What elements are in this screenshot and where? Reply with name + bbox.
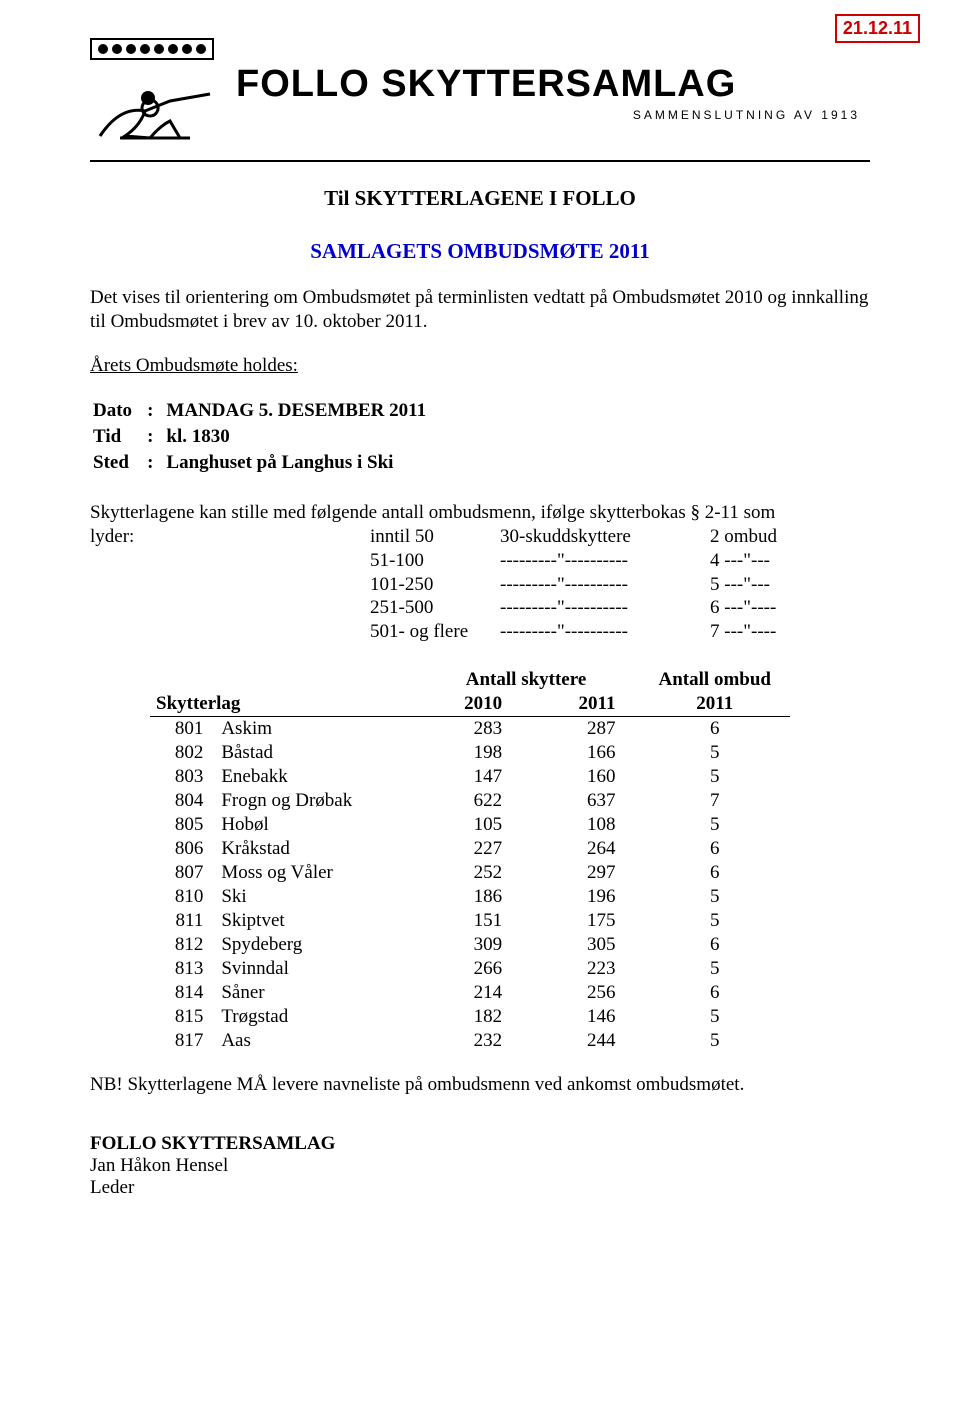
shooter-icon — [90, 66, 220, 146]
letterhead: FOLLO SKYTTERSAMLAG SAMMENSLUTNING AV 19… — [90, 38, 870, 162]
th-skytterlag: Skytterlag — [150, 692, 413, 717]
table-row: 815Trøgstad1821465 — [150, 1005, 790, 1029]
range-row: 251-500---------"----------6 ---"---- — [90, 596, 870, 620]
range-row: 101-250---------"----------5 ---"--- — [90, 573, 870, 597]
intro-paragraph: Det vises til orientering om Ombudsmøtet… — [90, 286, 870, 334]
table-row: 802Båstad1981665 — [150, 741, 790, 765]
dato-label: Dato — [93, 400, 132, 421]
table-row: 803Enebakk1471605 — [150, 765, 790, 789]
table-row: 811Skiptvet1511755 — [150, 909, 790, 933]
table-row: 801Askim2832876 — [150, 716, 790, 741]
skytterlag-table: Antall skyttere Antall ombud Skytterlag … — [150, 668, 790, 1053]
footer-name: Jan Håkon Hensel — [90, 1155, 870, 1177]
table-row: 812Spydeberg3093056 — [150, 933, 790, 957]
th-antall-ombud: Antall ombud — [640, 668, 791, 692]
th-antall-skyttere: Antall skyttere — [413, 668, 640, 692]
footer: FOLLO SKYTTERSAMLAG Jan Håkon Hensel Led… — [90, 1133, 870, 1199]
range-row: 501- og flere---------"----------7 ---"-… — [90, 620, 870, 644]
org-subtitle: SAMMENSLUTNING AV 1913 — [236, 108, 870, 122]
table-row: 807Moss og Våler2522976 — [150, 861, 790, 885]
sted-label: Sted — [93, 452, 129, 473]
table-row: 813Svinndal2662235 — [150, 957, 790, 981]
page-subtitle: SAMLAGETS OMBUDSMØTE 2011 — [90, 239, 870, 264]
table-row: 810Ski1861965 — [150, 885, 790, 909]
table-row: 814Såner2142566 — [150, 981, 790, 1005]
ranges-block: Skytterlagene kan stille med følgende an… — [90, 501, 870, 644]
footer-title: Leder — [90, 1177, 870, 1199]
meeting-meta: Dato : MANDAG 5. DESEMBER 2011 Tid : kl.… — [90, 397, 440, 477]
date-stamp: 21.12.11 — [835, 14, 920, 43]
footer-org: FOLLO SKYTTERSAMLAG — [90, 1133, 335, 1154]
range-row: lyder:inntil 5030-skuddskyttere2 ombud — [90, 525, 870, 549]
tid-label: Tid — [93, 426, 121, 447]
page-title: Til SKYTTERLAGENE I FOLLO — [90, 186, 870, 211]
table-row: 817Aas2322445 — [150, 1029, 790, 1053]
range-row: 51-100---------"----------4 ---"--- — [90, 549, 870, 573]
target-icon — [90, 38, 214, 60]
sted-value: Langhuset på Langhus i Ski — [166, 452, 393, 473]
table-row: 804Frogn og Drøbak6226377 — [150, 789, 790, 813]
tid-value: kl. 1830 — [166, 426, 229, 447]
divider — [90, 160, 870, 162]
th-2010: 2010 — [413, 692, 527, 717]
th-ombud-2011: 2011 — [640, 692, 791, 717]
ranges-intro-a: Skytterlagene kan stille med følgende an… — [90, 501, 870, 525]
table-row: 805Hobøl1051085 — [150, 813, 790, 837]
table-row: 806Kråkstad2272646 — [150, 837, 790, 861]
dato-value: MANDAG 5. DESEMBER 2011 — [166, 400, 426, 421]
org-name: FOLLO SKYTTERSAMLAG — [236, 63, 870, 106]
th-2011: 2011 — [526, 692, 639, 717]
nb-line: NB! Skytterlagene MÅ levere navneliste p… — [90, 1073, 870, 1097]
holdes-label: Årets Ombudsmøte holdes: — [90, 354, 870, 378]
